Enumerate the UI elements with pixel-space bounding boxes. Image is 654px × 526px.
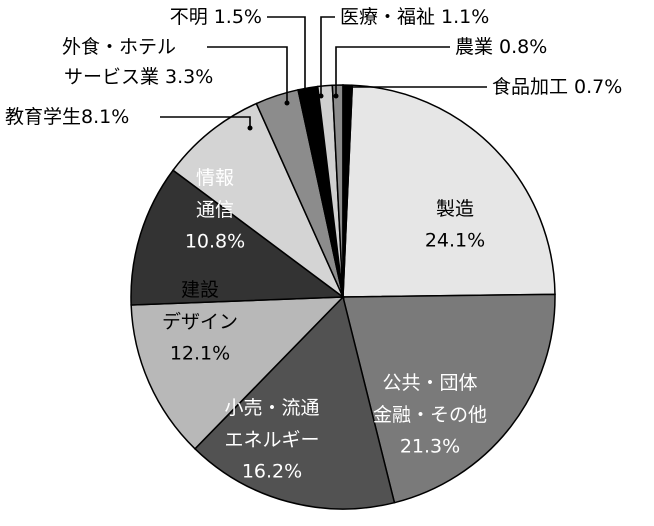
slice-label: 製造 — [436, 198, 474, 220]
slice-label-line: 製造 — [436, 198, 474, 220]
value-label: 12.1% — [170, 343, 230, 365]
leader-line — [320, 16, 335, 96]
value-label: 1.5% — [214, 6, 262, 28]
leader-line — [160, 116, 251, 128]
value-label: 10.8% — [185, 231, 245, 253]
slice-label-line: デザイン — [162, 311, 238, 333]
pie-slice — [342, 84, 556, 298]
leader-dot — [284, 100, 290, 106]
value-label: 3.3% — [165, 66, 213, 88]
value-label: 1.1% — [441, 6, 489, 28]
outer-label: 医療・福祉 1.1% — [340, 6, 489, 28]
slice-label: 公共・団体金融・その他 — [373, 372, 487, 426]
value-label: 24.1% — [425, 230, 485, 252]
leader-line — [335, 46, 450, 96]
slice-label-line: 通信 — [196, 199, 234, 221]
pie-slice — [130, 296, 345, 450]
slice-label-line: 公共・団体 — [382, 372, 477, 394]
leader-dot — [333, 93, 339, 99]
leader-line — [349, 86, 487, 96]
outer-label-line: 医療・福祉 — [340, 6, 435, 28]
slice-label-line: 小売・流通 — [224, 397, 319, 419]
slice-label: 情報通信 — [196, 167, 234, 221]
leader-line — [267, 16, 306, 96]
outer-label: 農業 0.8% — [455, 36, 547, 58]
slice-label-line: 金融・その他 — [373, 404, 487, 426]
pie-slice — [342, 293, 556, 504]
value-label: 21.3% — [400, 436, 460, 458]
outer-label-line: 不明 — [170, 6, 208, 28]
leader-dot — [347, 93, 353, 99]
outer-label-line: 外食・ホテル — [62, 36, 176, 58]
slice-label-line: 情報 — [196, 167, 234, 189]
slice-label: 建設デザイン — [162, 279, 238, 333]
pie-slice — [342, 84, 354, 298]
value-label: 8.1% — [81, 106, 129, 128]
outer-label: 外食・ホテルサービス業 3.3% — [62, 36, 213, 88]
outer-label-line: 農業 — [455, 36, 493, 58]
leader-dot — [247, 125, 253, 131]
slice-label-line: 建設 — [181, 279, 219, 301]
outer-label: 不明 1.5% — [170, 6, 262, 28]
slice-label-line: エネルギー — [224, 429, 319, 451]
outer-label: 食品加工 0.7% — [492, 76, 622, 98]
leader-dot — [318, 93, 324, 99]
slice-label: 小売・流通エネルギー — [224, 397, 319, 451]
outer-label-line: 教育学生 — [5, 106, 81, 128]
leader-line — [207, 46, 288, 103]
leader-dot — [302, 93, 308, 99]
pie-slice — [130, 169, 346, 306]
value-label: 0.8% — [499, 36, 547, 58]
pie-slice — [193, 295, 396, 510]
outer-label: 教育学生8.1% — [5, 106, 129, 128]
pie-slice — [172, 102, 345, 300]
outer-label-line: 食品加工 — [492, 76, 568, 98]
outer-label-line: サービス業 — [64, 66, 159, 88]
value-label: 0.7% — [574, 76, 622, 98]
value-label: 16.2% — [242, 461, 302, 483]
